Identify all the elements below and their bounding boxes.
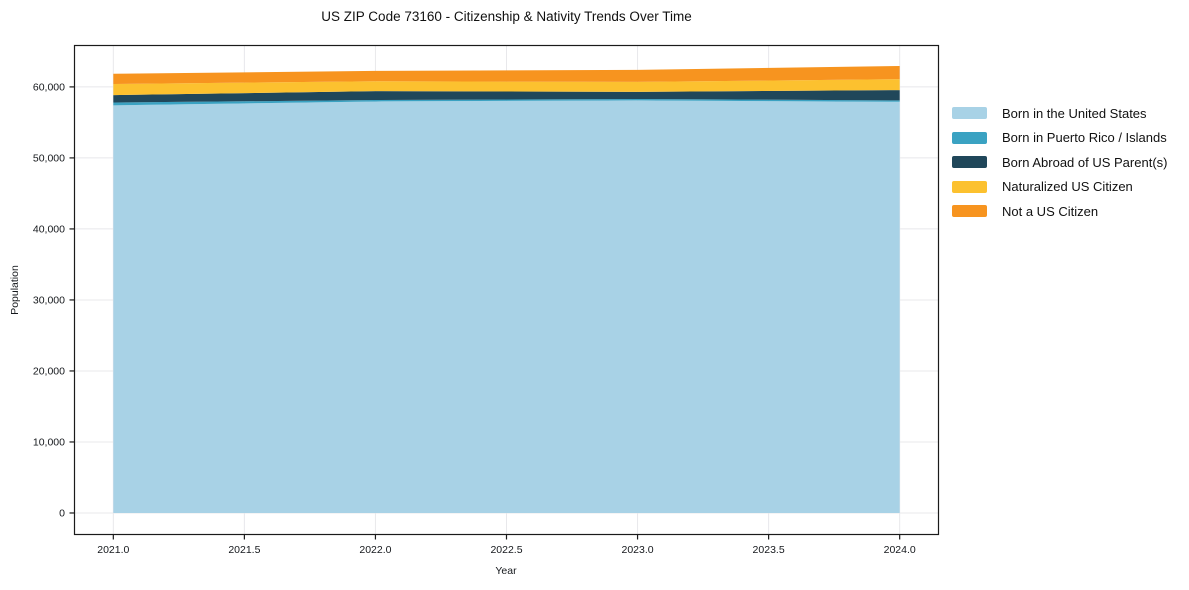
area-series-1 (113, 98, 900, 106)
y-tick-label: 50,000 (33, 152, 65, 164)
y-tick-label: 0 (59, 507, 65, 519)
x-axis-label: Year (495, 565, 517, 577)
legend-swatch-naturalized (952, 180, 987, 193)
legend-item: Naturalized US Citizen (952, 175, 1167, 200)
y-tick-label: 20,000 (33, 365, 65, 377)
x-tick-label: 2024.0 (884, 544, 916, 556)
legend-swatch-puerto-rico (952, 131, 987, 144)
legend-label: Born in the United States (1002, 105, 1147, 121)
y-tick-label: 30,000 (33, 294, 65, 306)
x-tick-label: 2021.0 (97, 544, 129, 556)
legend-swatch-born-in-us (952, 107, 987, 120)
legend: Born in the United States Born in Puerto… (952, 101, 1167, 224)
x-tick-label: 2023.0 (621, 544, 653, 556)
area-series-2 (113, 90, 900, 103)
x-tick-label: 2022.5 (490, 544, 522, 556)
area-series-4 (113, 65, 900, 85)
area-series-0 (113, 100, 900, 513)
legend-label: Born Abroad of US Parent(s) (1002, 154, 1168, 170)
legend-label: Naturalized US Citizen (1002, 179, 1133, 195)
plot-frame (73, 44, 940, 536)
y-tick-label: 40,000 (33, 223, 65, 235)
legend-swatch-born-abroad (952, 156, 987, 169)
x-tick-label: 2023.5 (753, 544, 785, 556)
legend-item: Born Abroad of US Parent(s) (952, 150, 1167, 175)
legend-item: Not a US Citizen (952, 199, 1167, 224)
legend-label: Born in Puerto Rico / Islands (1002, 130, 1167, 146)
legend-label: Not a US Citizen (1002, 203, 1099, 219)
legend-item: Born in Puerto Rico / Islands (952, 126, 1167, 151)
x-tick-label: 2022.0 (359, 544, 391, 556)
chart-title: US ZIP Code 73160 - Citizenship & Nativi… (321, 9, 692, 24)
legend-swatch-not-citizen (952, 205, 987, 218)
legend-item: Born in the United States (952, 101, 1167, 126)
y-tick-label: 60,000 (33, 81, 65, 93)
x-tick-label: 2021.5 (228, 544, 260, 556)
area-series-3 (113, 79, 900, 96)
y-tick-label: 10,000 (33, 436, 65, 448)
